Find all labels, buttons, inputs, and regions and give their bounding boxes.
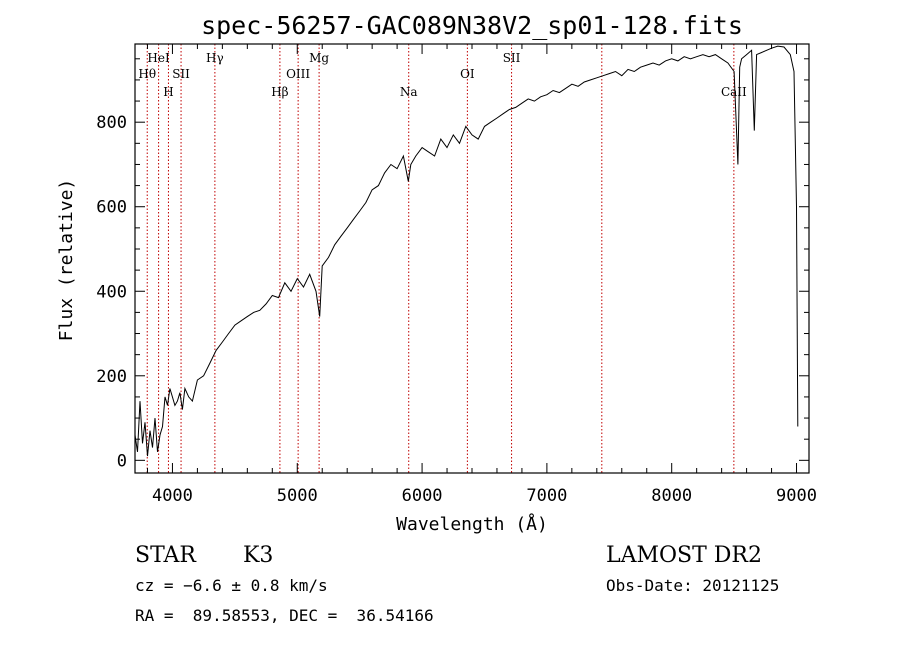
y-tick-label: 0 [117,451,127,471]
x-axis-ticks: 4000 5000 6000 7000 8000 9000 [146,44,817,506]
y-tick-label: 600 [96,198,127,218]
survey-name: LAMOST DR2 [606,543,762,568]
spectral-line-label: Mg [309,51,329,65]
x-tick-label: 8000 [651,486,692,506]
x-tick-label: 4000 [152,486,193,506]
y-tick-label: 800 [96,113,127,133]
y-axis-label: Flux (relative) [56,179,77,342]
velocity-info: cz = −6.6 ± 0.8 km/s [135,576,328,595]
x-tick-label: 7000 [526,486,567,506]
spectral-line-label: H [163,85,173,99]
chart-title: spec-56257-GAC089N38V2_sp01-128.fits [201,11,743,40]
y-axis-ticks: 0 200 400 600 800 [96,58,809,471]
x-tick-label: 9000 [776,486,817,506]
spectral-line-label: OI [460,67,475,81]
spectral-line-label: SII [172,67,190,81]
spectral-line-markers [146,44,735,473]
x-axis-label: Wavelength (Å) [396,513,548,535]
coordinates: RA = 89.58553, DEC = 36.54166 [135,606,434,625]
spectrum-line [134,45,799,457]
spectral-line-label: HeI [147,51,170,65]
spectral-line-label: SII [503,51,521,65]
y-tick-label: 400 [96,282,127,302]
spectral-line-label: Na [400,85,418,99]
object-class: STAR [135,543,197,568]
spectral-line-label: OIII [286,67,310,81]
object-subclass: K3 [243,543,273,568]
x-tick-label: 5000 [277,486,318,506]
spectral-line-label: Hγ [206,51,224,65]
spectral-line-label: Hθ [138,67,156,81]
spectral-line-label: CaII [721,85,747,99]
x-tick-label: 6000 [402,486,443,506]
spectral-line-labels: Hθ HeI H SII Hγ Hβ OIII Mg Na OI SII CaII [138,51,747,99]
spectral-line-label: Hβ [271,85,288,99]
y-tick-label: 200 [96,367,127,387]
obs-date: Obs-Date: 20121125 [606,576,779,595]
